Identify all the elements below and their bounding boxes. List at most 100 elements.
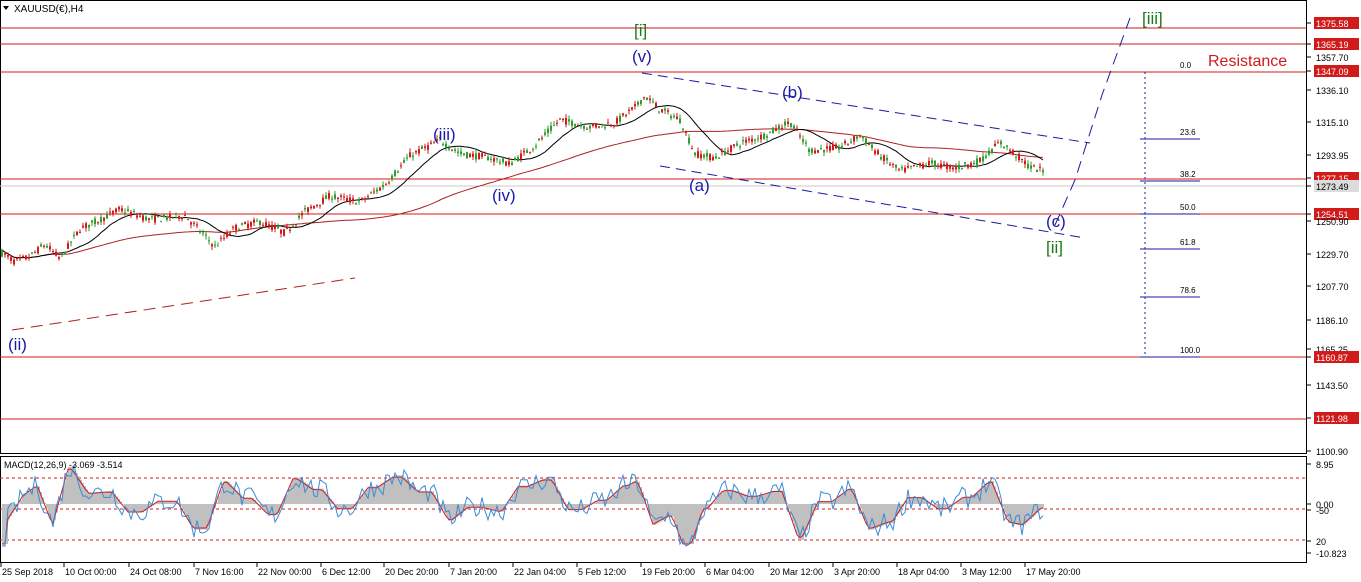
candle-body [133, 210, 135, 213]
macd-histogram-bar [494, 504, 496, 511]
macd-histogram-bar [336, 504, 338, 507]
candle-body [322, 197, 324, 204]
candle-body [40, 244, 42, 247]
macd-histogram-bar [340, 504, 342, 510]
candle-body [451, 149, 453, 151]
fib-level-label: 61.8 [1180, 238, 1196, 247]
macd-histogram-bar [800, 504, 802, 540]
horizontal-levels[interactable] [0, 27, 1306, 420]
macd-histogram-bar [452, 504, 454, 521]
candle-body [877, 150, 879, 155]
candle-body [595, 124, 597, 128]
macd-histogram-bar [1034, 504, 1036, 516]
time-tick-label: 5 Feb 12:00 [578, 567, 626, 577]
candle-body [613, 125, 615, 127]
time-tick-label: 22 Nov 00:00 [258, 567, 312, 577]
candle-body [487, 156, 489, 161]
candle-body [61, 253, 63, 255]
candle-body [589, 125, 591, 129]
macd-histogram-bar [548, 478, 550, 504]
macd-histogram-bar [480, 504, 482, 508]
candle-body [841, 145, 843, 148]
candle-body [448, 147, 450, 150]
macd-histogram-bar [44, 502, 46, 504]
macd-histogram-bar [390, 477, 392, 504]
macd-histogram-bar [988, 480, 990, 504]
candle-body [241, 223, 243, 225]
macd-histogram-bar [996, 491, 998, 504]
candle-body [763, 133, 765, 140]
macd-histogram-bar [410, 483, 412, 504]
candle-body [370, 192, 372, 194]
candle-body [838, 147, 840, 150]
macd-histogram-bar [238, 492, 240, 504]
macd-histogram-bar [1024, 504, 1026, 525]
candle-body [955, 167, 957, 170]
macd-histogram-bar [596, 501, 598, 504]
macd-histogram-bar [468, 504, 470, 508]
macd-histogram-bar [536, 481, 538, 504]
candle-body [793, 125, 795, 129]
candle-body [538, 138, 540, 141]
candle-body [931, 160, 933, 164]
candle-body [436, 139, 438, 141]
candle-body [961, 168, 963, 170]
macd-histogram-bar [870, 504, 872, 530]
candle-body [652, 101, 654, 103]
candle-body [1030, 165, 1032, 169]
candle-body [703, 154, 705, 158]
candle-body [739, 146, 741, 148]
macd-histogram-bar [698, 504, 700, 526]
macd-histogram-bar [498, 504, 500, 512]
candle-body [232, 226, 234, 228]
macd-histogram-bar [338, 504, 340, 510]
macd-histogram-bar [654, 504, 656, 526]
macd-histogram-bar [8, 504, 10, 520]
macd-histogram-bar [1014, 504, 1016, 525]
macd-histogram-bar [790, 504, 792, 516]
macd-histogram-bar [830, 501, 832, 504]
candle-body [67, 243, 69, 249]
candle-body [157, 215, 159, 218]
macd-histogram-bar [688, 504, 690, 544]
triangle-down-icon[interactable] [3, 6, 9, 10]
macd-histogram-bar [506, 504, 508, 506]
current-price-box [1314, 180, 1359, 192]
candle-body [478, 153, 480, 160]
macd-histogram-bar [408, 481, 410, 504]
macd-histogram-bar [794, 504, 796, 528]
fib-level-label: 50.0 [1180, 203, 1196, 212]
candle-body [802, 139, 804, 142]
wave-label: (b) [782, 83, 803, 102]
candle-body [775, 128, 777, 131]
macd-histogram-bar [420, 491, 422, 504]
candle-body [832, 144, 834, 151]
level-price-box [1314, 65, 1359, 77]
macd-histogram-bar [216, 502, 218, 504]
macd-histogram-bar [802, 504, 804, 540]
candle-body [271, 224, 273, 230]
macd-main-line [2, 465, 1044, 547]
candle-body [1012, 150, 1014, 154]
macd-histogram-bar [342, 504, 344, 510]
candle-body [379, 187, 381, 191]
macd-histogram-bar [1040, 504, 1042, 510]
trendlines[interactable] [11, 17, 1131, 331]
macd-histogram-bar [36, 485, 38, 504]
macd-histogram-bar [264, 504, 266, 511]
macd-histogram-bar [860, 504, 862, 510]
macd-histogram-bar [66, 474, 68, 504]
macd-histogram-bar [370, 486, 372, 504]
macd-histogram-bar [492, 504, 494, 511]
candle-body [481, 153, 483, 157]
macd-histogram-bar [764, 493, 766, 504]
macd-histogram-bar [964, 496, 966, 504]
candle-body [412, 155, 414, 158]
macd-histogram-bar [94, 492, 96, 504]
candle-body [919, 163, 921, 166]
macd-histogram-bar [776, 490, 778, 504]
macd-histogram-bar [872, 504, 874, 530]
fibonacci-retracement[interactable]: 0.0 23.6 38.2 50.0 61.8 78.6 100.0 [1140, 61, 1201, 358]
macd-histogram-bar [666, 504, 668, 518]
